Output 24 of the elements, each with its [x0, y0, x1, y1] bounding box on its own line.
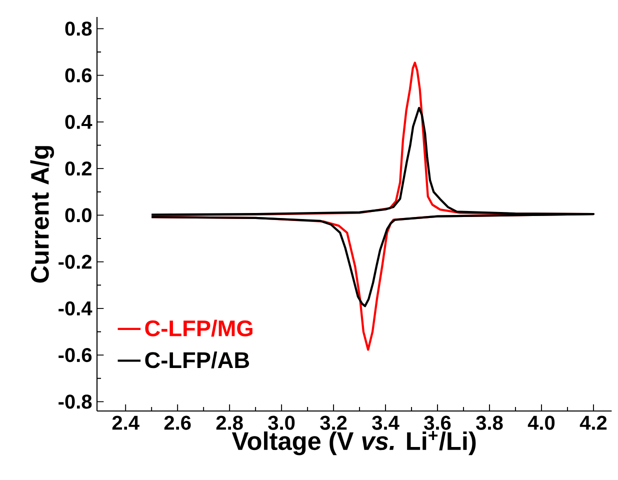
x-tick-label: 3.6: [424, 416, 451, 430]
x-tick-label: 3.4: [372, 416, 400, 430]
y-tick-label: -0.6: [58, 348, 92, 362]
legend-label: C-LFP/AB: [145, 352, 250, 368]
x-tick-label: 2.8: [216, 416, 243, 430]
x-tick-label: 2.4: [112, 416, 140, 430]
x-tick-label: 2.6: [164, 416, 191, 430]
y-tick-label: -0.2: [58, 254, 92, 269]
y-tick-label: 0.2: [65, 161, 92, 176]
y-tick-label: -0.4: [58, 301, 92, 316]
y-tick-label: 0.6: [65, 68, 92, 82]
y-tick-label: 0.0: [65, 208, 92, 222]
x-axis-title: Voltage (V vs. Li$^{+}$/Li): [232, 431, 476, 456]
x-tick-label: 4.2: [580, 416, 607, 430]
y-axis-title: Current A/g: [30, 146, 54, 283]
x-tick-label: 3.0: [268, 416, 295, 430]
x-tick-label: 4.0: [528, 416, 555, 430]
y-tick-label: -0.8: [58, 394, 92, 409]
x-tick-label: 3.8: [476, 416, 503, 430]
legend-label: C-LFP/MG: [145, 320, 252, 337]
y-tick-label: 0.8: [65, 22, 92, 36]
line-series: [150, 106, 595, 308]
x-tick-label: 3.2: [320, 416, 347, 430]
y-tick-label: 0.4: [65, 114, 92, 129]
